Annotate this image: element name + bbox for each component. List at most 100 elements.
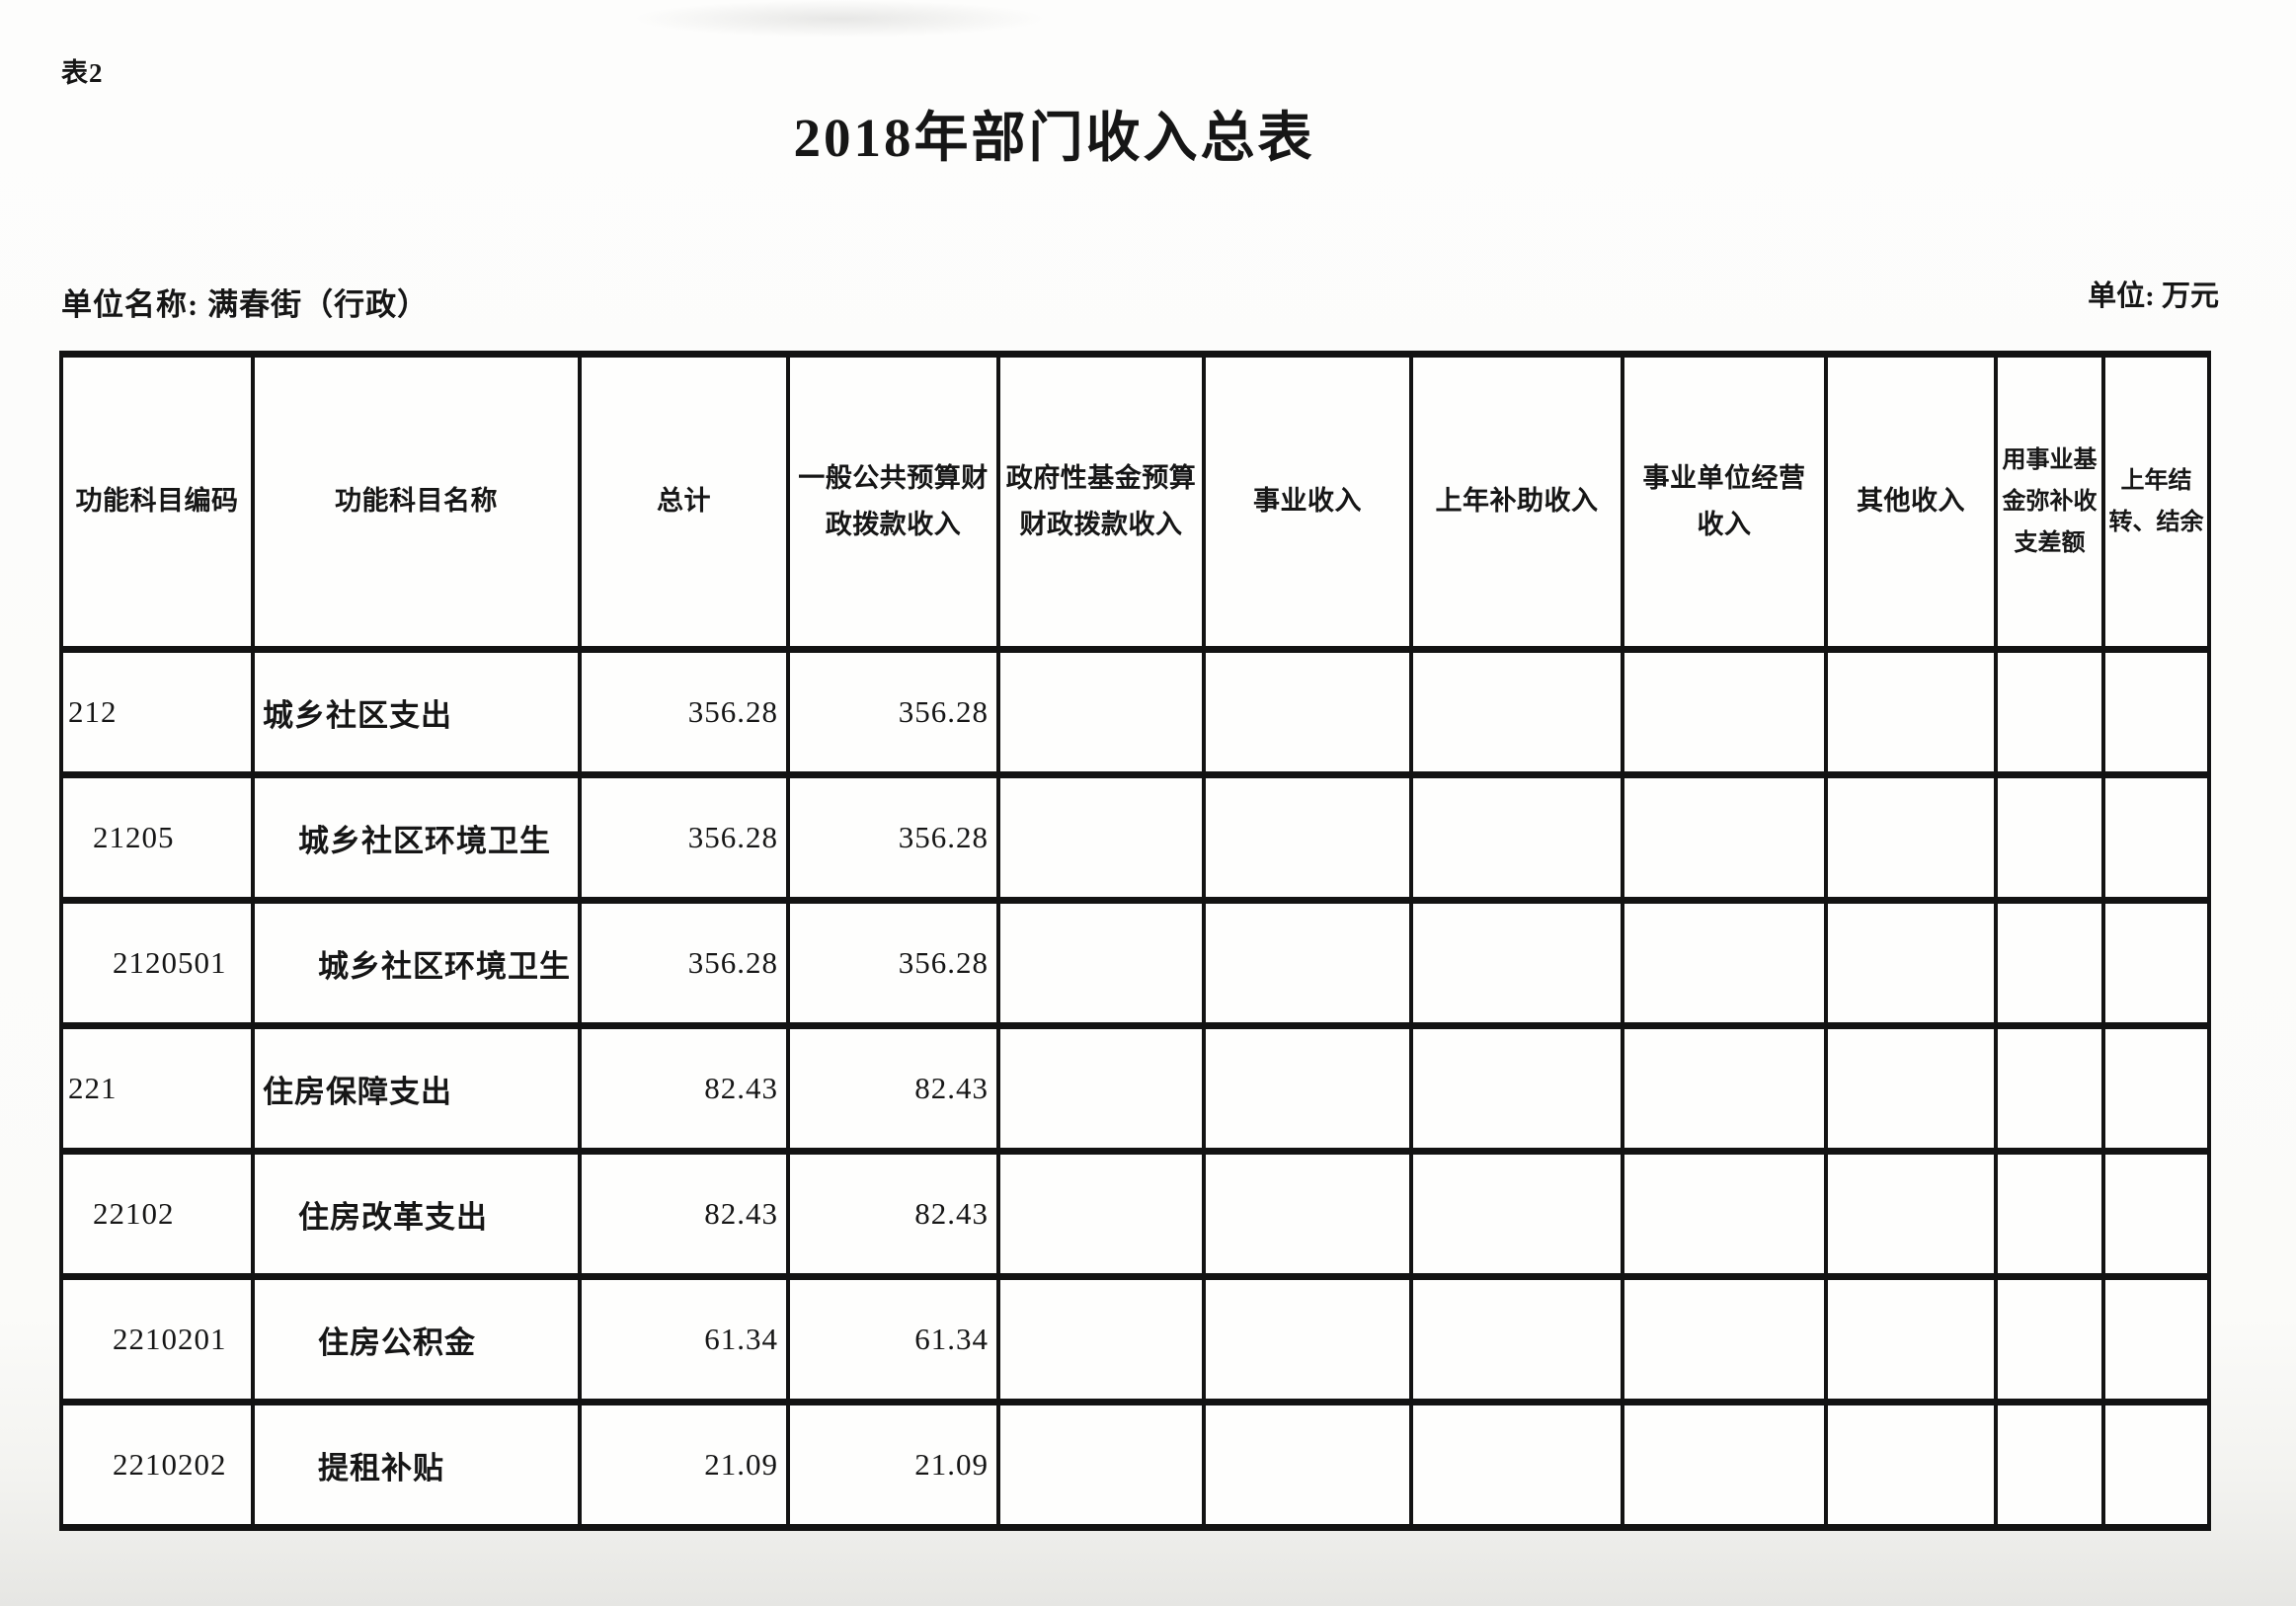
cell-total: 356.28 (578, 646, 790, 778)
column-header-other-income: 其他收入 (1824, 351, 1998, 653)
cell-code: 21205 (59, 771, 255, 904)
scan-artifact (632, 0, 1047, 38)
cell-code: 2210202 (59, 1399, 255, 1531)
cell-prev-year-subsidy (1409, 1273, 1624, 1405)
cell-general-budget: 82.43 (786, 1148, 1000, 1280)
cell-business-income (1202, 771, 1413, 904)
cell-total: 21.09 (578, 1399, 790, 1531)
cell-fund-offset (1994, 1148, 2105, 1280)
cell-gov-fund (996, 1148, 1206, 1280)
cell-total: 356.28 (578, 771, 790, 904)
cell-prev-year-subsidy (1409, 646, 1624, 778)
table-row: 2210202 提租补贴 21.09 21.09 (59, 1399, 2211, 1531)
cell-carryover (2101, 1273, 2211, 1405)
cell-name: 住房公积金 (251, 1273, 582, 1405)
cell-general-budget: 61.34 (786, 1273, 1000, 1405)
cell-business-income (1202, 646, 1413, 778)
cell-other-income (1824, 1148, 1998, 1280)
table-row: 22102 住房改革支出 82.43 82.43 (59, 1148, 2211, 1280)
cell-code: 212 (59, 646, 255, 778)
cell-operating-income (1621, 1148, 1828, 1280)
cell-business-income (1202, 1399, 1413, 1531)
column-header-general-budget: 一般公共预算财政拨款收入 (786, 351, 1000, 653)
cell-gov-fund (996, 1399, 1206, 1531)
cell-code: 221 (59, 1022, 255, 1155)
column-header-carryover: 上年结转、结余 (2101, 351, 2211, 653)
table-row: 21205 城乡社区环境卫生 356.28 356.28 (59, 771, 2211, 904)
table-row: 221 住房保障支出 82.43 82.43 (59, 1022, 2211, 1155)
cell-total: 61.34 (578, 1273, 790, 1405)
cell-name: 住房改革支出 (251, 1148, 582, 1280)
column-header-operating-income: 事业单位经营收入 (1621, 351, 1828, 653)
cell-code: 2120501 (59, 897, 255, 1029)
cell-gov-fund (996, 1022, 1206, 1155)
cell-other-income (1824, 897, 1998, 1029)
cell-name: 城乡社区环境卫生 (251, 771, 582, 904)
column-header-prev-year-subsidy: 上年补助收入 (1409, 351, 1624, 653)
column-header-total: 总计 (578, 351, 790, 653)
unit-name-label: 单位名称: 满春街（行政） (61, 287, 430, 322)
cell-gov-fund (996, 897, 1206, 1029)
cell-business-income (1202, 1148, 1413, 1280)
cell-other-income (1824, 1273, 1998, 1405)
cell-prev-year-subsidy (1409, 897, 1624, 1029)
cell-general-budget: 356.28 (786, 646, 1000, 778)
column-header-name: 功能科目名称 (251, 351, 582, 653)
cell-operating-income (1621, 1399, 1828, 1531)
cell-business-income (1202, 897, 1413, 1029)
cell-operating-income (1621, 1022, 1828, 1155)
cell-fund-offset (1994, 646, 2105, 778)
cell-name: 提租补贴 (251, 1399, 582, 1531)
cell-business-income (1202, 1022, 1413, 1155)
cell-carryover (2101, 1148, 2211, 1280)
cell-total: 356.28 (578, 897, 790, 1029)
cell-name: 城乡社区环境卫生 (251, 897, 582, 1029)
cell-operating-income (1621, 897, 1828, 1029)
cell-code: 2210201 (59, 1273, 255, 1405)
cell-other-income (1824, 771, 1998, 904)
table-number-tag: 表2 (61, 58, 104, 88)
table-row: 212 城乡社区支出 356.28 356.28 (59, 646, 2211, 778)
unit-of-measure-label: 单位: 万元 (2088, 281, 2219, 312)
page-title: 2018年部门收入总表 (793, 108, 1315, 168)
table-row: 2120501 城乡社区环境卫生 356.28 356.28 (59, 897, 2211, 1029)
cell-carryover (2101, 897, 2211, 1029)
cell-fund-offset (1994, 1022, 2105, 1155)
cell-fund-offset (1994, 897, 2105, 1029)
cell-fund-offset (1994, 1399, 2105, 1531)
income-summary-table: 功能科目编码 功能科目名称 总计 一般公共预算财政拨款收入 政府性基金预算财政拨… (59, 351, 2211, 1531)
header-row: 功能科目编码 功能科目名称 总计 一般公共预算财政拨款收入 政府性基金预算财政拨… (59, 351, 2211, 653)
cell-general-budget: 21.09 (786, 1399, 1000, 1531)
cell-general-budget: 356.28 (786, 897, 1000, 1029)
cell-gov-fund (996, 646, 1206, 778)
table-row: 2210201 住房公积金 61.34 61.34 (59, 1273, 2211, 1405)
cell-gov-fund (996, 1273, 1206, 1405)
column-header-business-income: 事业收入 (1202, 351, 1413, 653)
cell-operating-income (1621, 771, 1828, 904)
cell-carryover (2101, 646, 2211, 778)
column-header-gov-fund: 政府性基金预算财政拨款收入 (996, 351, 1206, 653)
cell-operating-income (1621, 646, 1828, 778)
cell-gov-fund (996, 771, 1206, 904)
cell-carryover (2101, 1399, 2211, 1531)
cell-prev-year-subsidy (1409, 1022, 1624, 1155)
cell-carryover (2101, 1022, 2211, 1155)
cell-prev-year-subsidy (1409, 1399, 1624, 1531)
cell-fund-offset (1994, 1273, 2105, 1405)
cell-carryover (2101, 771, 2211, 904)
column-header-fund-offset: 用事业基金弥补收支差额 (1994, 351, 2105, 653)
cell-other-income (1824, 646, 1998, 778)
cell-general-budget: 356.28 (786, 771, 1000, 904)
cell-name: 住房保障支出 (251, 1022, 582, 1155)
cell-prev-year-subsidy (1409, 1148, 1624, 1280)
cell-general-budget: 82.43 (786, 1022, 1000, 1155)
cell-other-income (1824, 1022, 1998, 1155)
cell-other-income (1824, 1399, 1998, 1531)
cell-code: 22102 (59, 1148, 255, 1280)
cell-prev-year-subsidy (1409, 771, 1624, 904)
cell-total: 82.43 (578, 1148, 790, 1280)
cell-name: 城乡社区支出 (251, 646, 582, 778)
cell-total: 82.43 (578, 1022, 790, 1155)
cell-fund-offset (1994, 771, 2105, 904)
column-header-code: 功能科目编码 (59, 351, 255, 653)
